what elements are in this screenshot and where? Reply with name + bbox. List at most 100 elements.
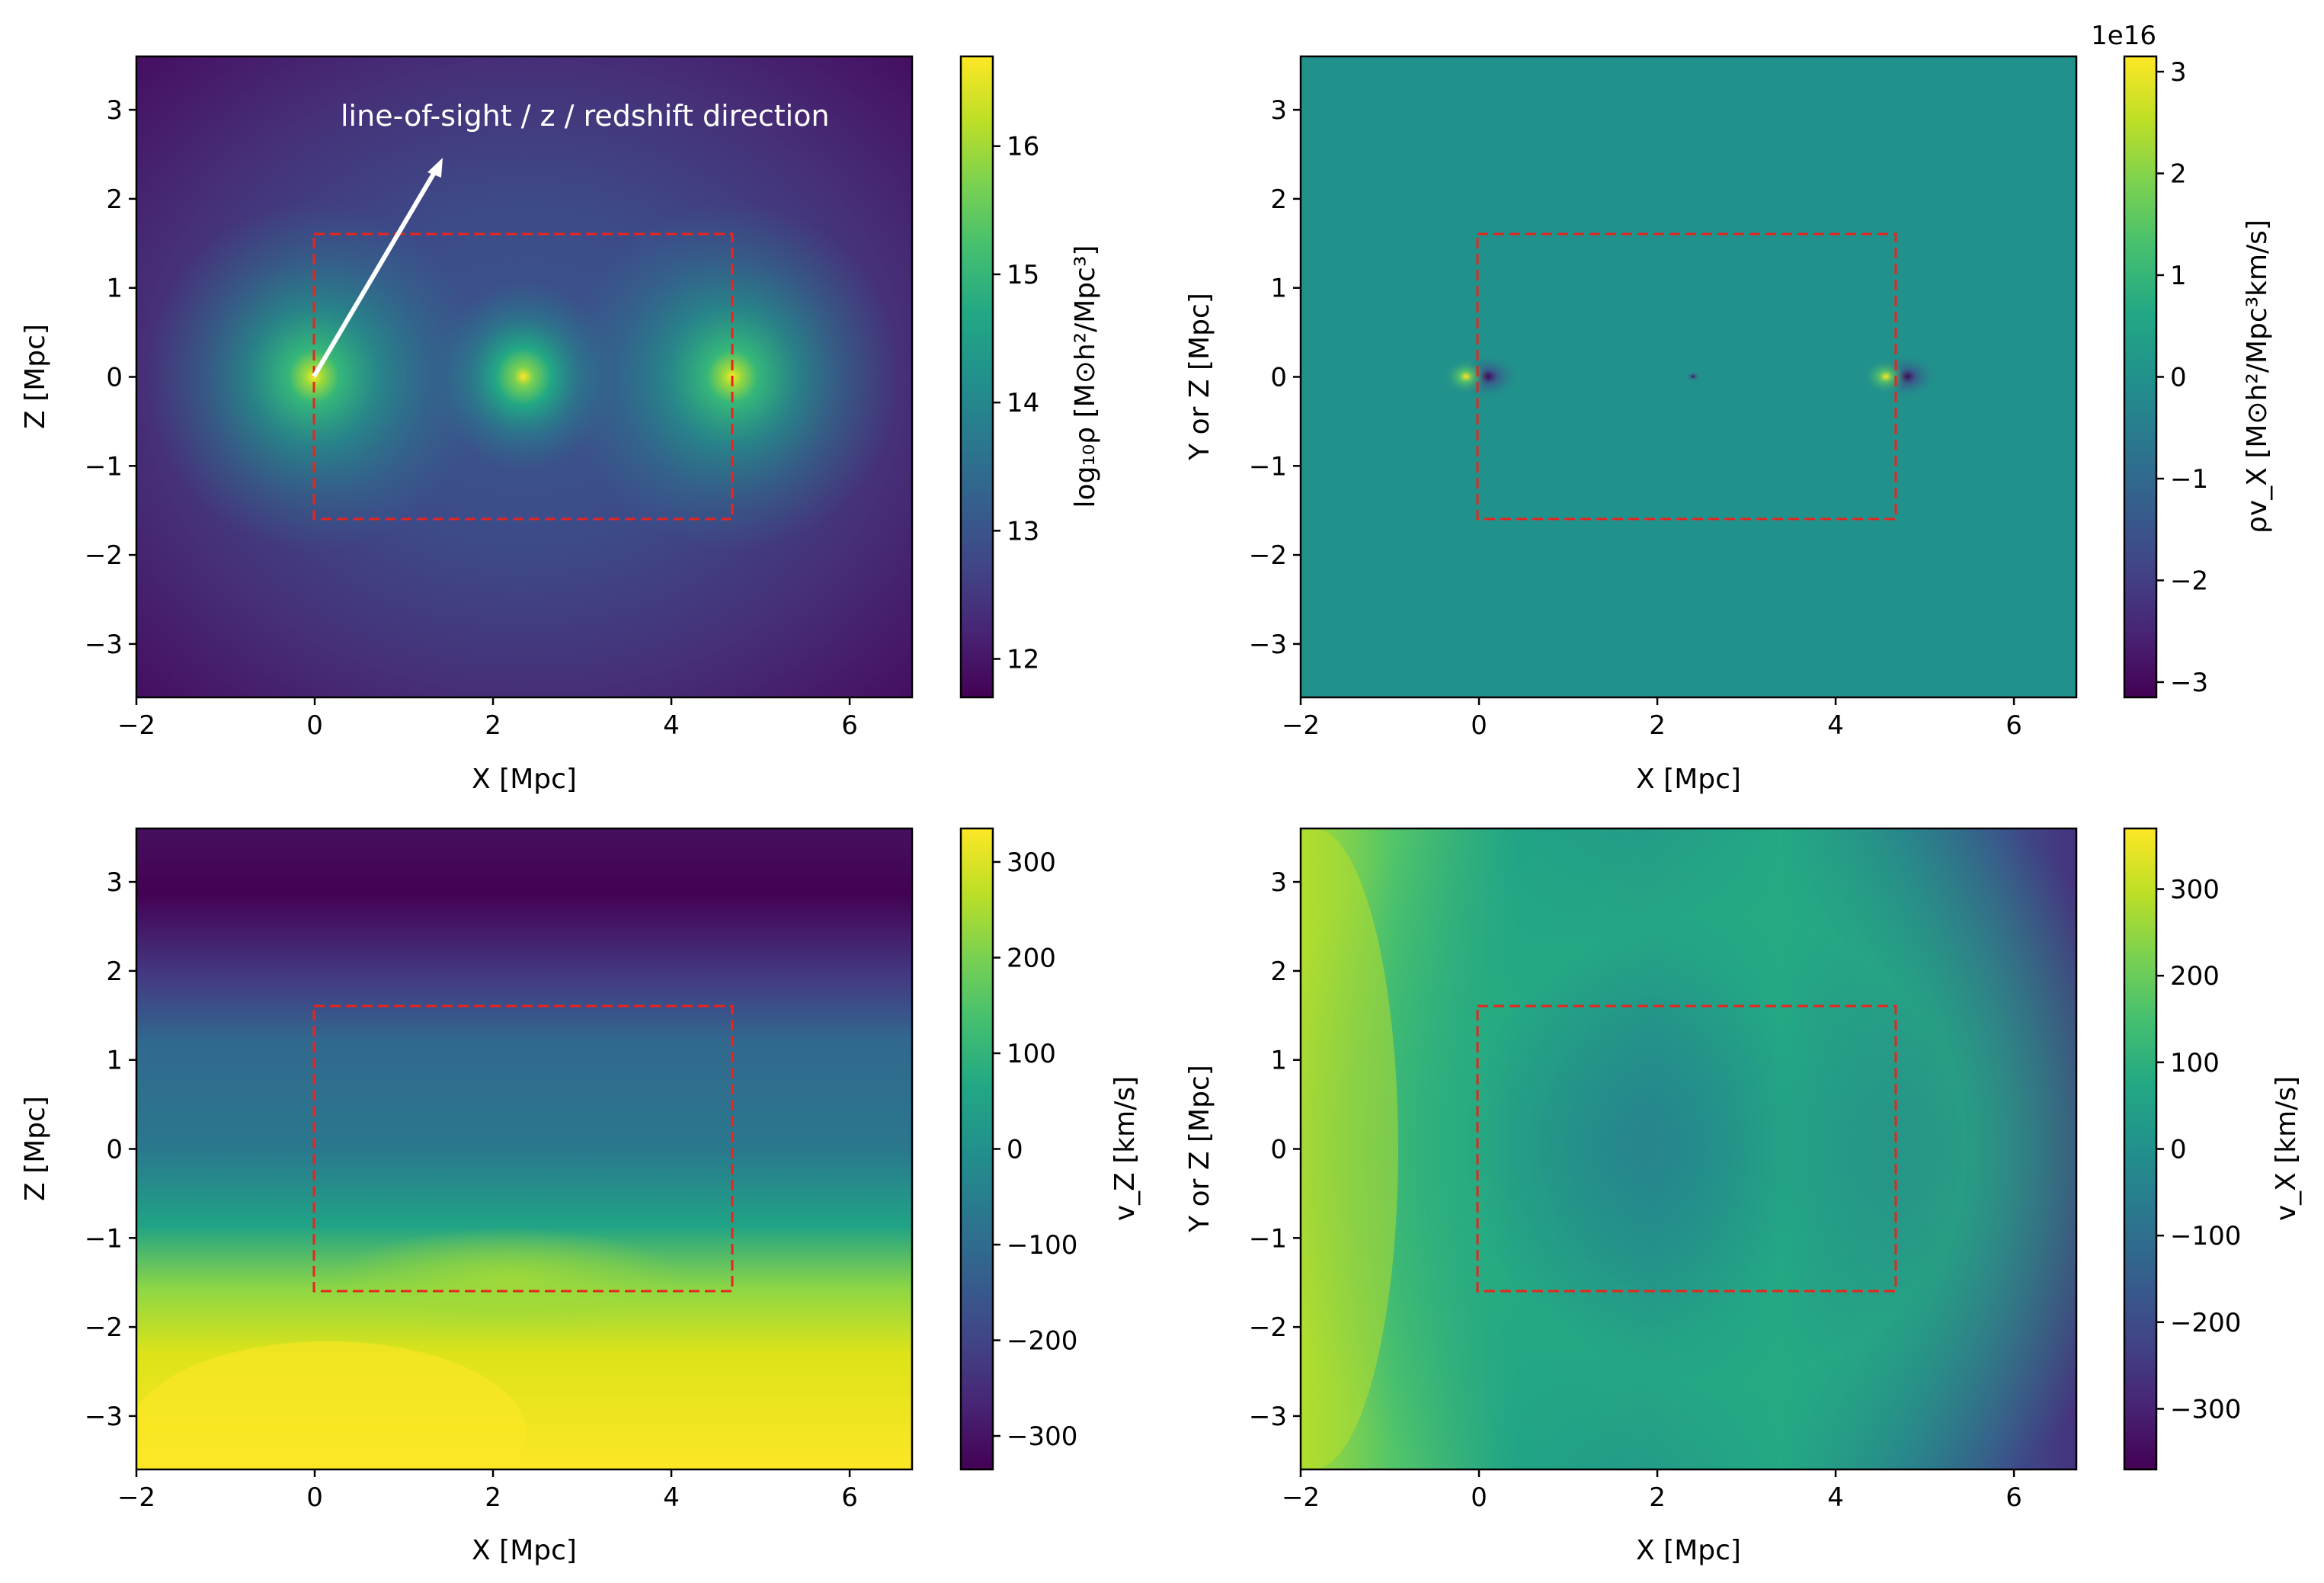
colorbar-tick-label: −200 (1007, 1326, 1077, 1357)
x-tick-label: 2 (1649, 1482, 1666, 1513)
dipole-center (1685, 371, 1701, 382)
colorbar: 1e16 ρv_X [M⊙h²/Mpc³km/s] −3 −2 −1 0 1 2 3 (2091, 21, 2273, 699)
y-tick-label: −1 (1249, 1223, 1287, 1254)
colorbar-tick-label: 0 (2170, 1135, 2187, 1165)
dipole-right-positive (1863, 358, 1909, 395)
y-tick-label: 0 (1270, 1135, 1287, 1165)
colorbar-tick-label: 13 (1007, 516, 1039, 546)
y-tick-label: −1 (85, 1223, 123, 1254)
x-tick-label: 2 (485, 1482, 501, 1513)
colorbar-tick-label: 200 (1007, 943, 1056, 973)
panel-momentum: −2 0 2 4 6 −3 −2 −1 0 1 2 3 X [Mpc] Y or Z [Mpc] 1… (1184, 21, 2273, 795)
x-tick-label: −2 (117, 710, 155, 741)
y-tick-label: −2 (85, 540, 123, 571)
panel-velocity-z: −2 0 2 4 6 −3 −2 −1 0 1 2 3 X [Mpc] Z [Mpc] v_Z [k… (20, 827, 1141, 1566)
y-tick-label: −3 (1249, 630, 1287, 660)
colorbar-scale (2124, 828, 2156, 1469)
y-tick-label: −2 (1249, 540, 1287, 571)
colorbar: v_X [km/s] −300 −200 −100 0 100 200 300 (2123, 827, 2302, 1471)
colorbar-tick-label: 200 (2170, 961, 2220, 992)
y-axis: −3 −2 −1 0 1 2 3 (85, 95, 136, 660)
line-of-sight-arrow (312, 168, 438, 378)
y-tick-label: 1 (106, 274, 123, 304)
vz-heatmap (136, 828, 912, 1469)
vx-heatmap (1301, 828, 2076, 1469)
colorbar-label: v_X [km/s] (2271, 1076, 2302, 1221)
dipole-left-positive (1443, 358, 1489, 395)
y-tick-label: 1 (1270, 274, 1287, 304)
x-axis: −2 0 2 4 6 (1282, 1469, 2022, 1513)
colorbar-tick-label: 100 (2170, 1048, 2220, 1078)
y-tick-label: 3 (1270, 95, 1287, 126)
y-tick-label: 0 (1270, 363, 1287, 393)
colorbar: v_Z [km/s] −300 −200 −100 0 100 200 300 (959, 827, 1141, 1471)
y-tick-label: 0 (106, 363, 123, 393)
colorbar-tick-label: 12 (1007, 645, 1039, 675)
x-tick-label: 0 (306, 710, 323, 741)
colorbar-tick-label: 0 (2170, 363, 2187, 393)
x-axis: −2 0 2 4 6 (117, 1469, 858, 1513)
momentum-heatmap (1301, 56, 2076, 697)
colorbar-tick-label: 0 (1007, 1135, 1023, 1165)
x-tick-label: −2 (117, 1482, 155, 1513)
region-box (1476, 232, 1897, 521)
colorbar-scale (961, 828, 993, 1469)
colorbar-tick-label: 3 (2170, 57, 2187, 88)
colorbar-tick-label: −3 (2170, 668, 2208, 698)
x-tick-label: 2 (1649, 710, 1666, 741)
vz-bump (334, 1227, 684, 1334)
annotation-text: line-of-sight / z / redshift direction (341, 99, 830, 133)
y-tick-label: −1 (1249, 451, 1287, 482)
colorbar-tick-label: 16 (1007, 132, 1039, 162)
x-tick-label: 4 (1827, 710, 1844, 741)
y-axis-label: Y or Z [Mpc] (1184, 1065, 1215, 1233)
colorbar-tick-label: −1 (2170, 464, 2208, 495)
x-tick-label: 6 (841, 710, 858, 741)
x-axis: −2 0 2 4 6 (1282, 697, 2022, 741)
region-box (312, 1005, 734, 1293)
region-box (1476, 1005, 1897, 1293)
density-heatmap (136, 56, 912, 697)
x-tick-label: −2 (1282, 710, 1320, 741)
x-tick-label: 6 (2005, 1482, 2022, 1513)
y-tick-label: 3 (106, 867, 123, 898)
y-tick-label: 2 (1270, 957, 1287, 987)
x-tick-label: 0 (1471, 1482, 1487, 1513)
y-axis-label: Z [Mpc] (20, 1096, 51, 1201)
colorbar-tick-label: 14 (1007, 388, 1039, 418)
x-tick-label: 4 (1827, 1482, 1844, 1513)
colorbar-tick-label: 2 (2170, 159, 2187, 190)
x-axis-label: X [Mpc] (472, 764, 577, 795)
y-tick-label: 2 (106, 184, 123, 215)
colorbar-tick-label: −200 (2170, 1308, 2241, 1338)
colorbar-label: ρv_X [M⊙h²/Mpc³km/s] (2242, 220, 2273, 534)
x-tick-label: 4 (663, 710, 680, 741)
colorbar: log₁₀ρ [M⊙h²/Mpc³] 12 13 14 15 16 (959, 55, 1101, 699)
colorbar-tick-label: −300 (1007, 1421, 1077, 1452)
colorbar-label: log₁₀ρ [M⊙h²/Mpc³] (1070, 245, 1101, 508)
x-tick-label: 6 (841, 1482, 858, 1513)
y-axis: −3 −2 −1 0 1 2 3 (85, 867, 136, 1432)
y-tick-label: −1 (85, 451, 123, 482)
colorbar-scale (2124, 56, 2156, 697)
y-tick-label: −3 (85, 1402, 123, 1432)
y-tick-label: 3 (1270, 867, 1287, 898)
colorbar-offset-text: 1e16 (2091, 21, 2156, 51)
colorbar-tick-label: 300 (1007, 848, 1056, 878)
y-tick-label: 1 (106, 1046, 123, 1076)
vx-core (1463, 945, 1813, 1341)
y-tick-label: −3 (1249, 1402, 1287, 1432)
y-tick-label: 0 (106, 1135, 123, 1165)
y-axis: −3 −2 −1 0 1 2 3 (1249, 95, 1301, 660)
y-tick-label: 2 (106, 957, 123, 987)
colorbar-tick-label: −300 (2170, 1394, 2241, 1424)
x-tick-label: 2 (485, 710, 501, 741)
y-tick-label: 1 (1270, 1046, 1287, 1076)
colorbar-tick-label: 15 (1007, 260, 1039, 290)
x-axis-label: X [Mpc] (1636, 764, 1741, 795)
y-tick-label: 2 (1270, 184, 1287, 215)
x-axis-label: X [Mpc] (472, 1535, 577, 1566)
colorbar-tick-label: −2 (2170, 566, 2208, 596)
colorbar-tick-label: −100 (2170, 1221, 2241, 1251)
